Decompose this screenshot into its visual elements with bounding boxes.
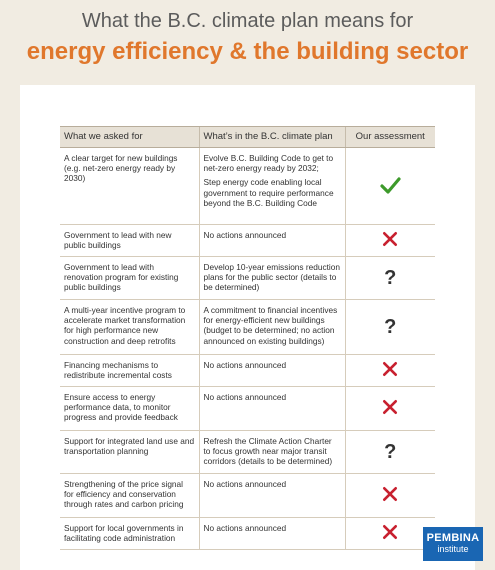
plan-text: Develop 10-year emissions reduction plan… [203, 262, 341, 293]
plan-text: No actions announced [203, 392, 287, 402]
question-mark-icon: ? [384, 267, 397, 289]
plan-text: A commitment to financial incentives for… [203, 305, 338, 346]
plan-text: No actions announced [203, 360, 287, 370]
table-row: Government to lead with new public build… [60, 224, 435, 257]
cross-icon [383, 400, 398, 415]
cross-icon [383, 232, 398, 247]
plan-text: Refresh the Climate Action Charter to fo… [203, 436, 333, 467]
table-row: A clear target for new buildings (e.g. n… [60, 147, 435, 225]
cross-icon [383, 362, 398, 377]
plan-text: No actions announced [203, 230, 287, 240]
plan-cell: Develop 10-year emissions reduction plan… [198, 256, 345, 300]
assessment-cell: ? [344, 430, 435, 474]
plan-cell: A commitment to financial incentives for… [198, 299, 345, 355]
plan-cell: No actions announced [198, 224, 345, 257]
cross-icon [383, 525, 398, 540]
table-row: Government to lead with renovation progr… [60, 256, 435, 300]
asked-cell: Government to lead with renovation progr… [60, 256, 199, 300]
plan-text-2: Step energy code enabling local governme… [203, 177, 334, 208]
plan-cell: No actions announced [198, 473, 345, 518]
plan-cell: Evolve B.C. Building Code to get to net-… [198, 147, 345, 225]
asked-cell: Ensure access to energy performance data… [60, 386, 199, 431]
assessment-cell [344, 147, 435, 225]
plan-cell: No actions announced [198, 386, 345, 431]
assessment-cell [344, 473, 435, 518]
asked-cell: Government to lead with new public build… [60, 224, 199, 257]
assessment-cell [344, 517, 435, 550]
question-mark-icon: ? [384, 316, 397, 338]
table-row: Support for integrated land use and tran… [60, 430, 435, 474]
title-line-1: What the B.C. climate plan means for [81, 10, 414, 32]
pembina-logo: PEMBINA institute [423, 527, 483, 561]
plan-text: No actions announced [203, 523, 287, 533]
table-header-row: What we asked for What’s in the B.C. cli… [60, 126, 435, 148]
asked-cell: A clear target for new buildings (e.g. n… [60, 147, 199, 225]
assessment-table: What we asked for What’s in the B.C. cli… [60, 126, 435, 550]
assessment-cell: ? [344, 256, 435, 300]
plan-text: Evolve B.C. Building Code to get to net-… [203, 153, 334, 174]
asked-cell: Support for integrated land use and tran… [60, 430, 199, 474]
plan-cell: No actions announced [198, 517, 345, 550]
asked-cell: Financing mechanisms to redistribute inc… [60, 354, 199, 387]
checkmark-icon [380, 177, 401, 194]
plan-cell: No actions announced [198, 354, 345, 387]
asked-cell: A multi-year incentive program to accele… [60, 299, 199, 355]
table-row: Support for local governments in facilit… [60, 517, 435, 550]
table-row: Financing mechanisms to redistribute inc… [60, 354, 435, 387]
asked-cell: Support for local governments in facilit… [60, 517, 199, 550]
question-mark-icon: ? [384, 441, 397, 463]
header-assessment: Our assessment [344, 126, 435, 148]
assessment-cell [344, 386, 435, 431]
assessment-cell: ? [344, 299, 435, 355]
table-row: A multi-year incentive program to accele… [60, 299, 435, 355]
logo-subtitle: institute [437, 544, 469, 554]
asked-cell: Strengthening of the price signal for ef… [60, 473, 199, 518]
assessment-cell [344, 224, 435, 257]
plan-cell: Refresh the Climate Action Charter to fo… [198, 430, 345, 474]
table-row: Strengthening of the price signal for ef… [60, 473, 435, 518]
assessment-cell [344, 354, 435, 387]
header-plan: What’s in the B.C. climate plan [198, 126, 345, 148]
plan-text: No actions announced [203, 479, 287, 489]
logo-name: PEMBINA [426, 532, 480, 544]
title-line-2: energy efficiency & the building sector [26, 38, 469, 65]
table-row: Ensure access to energy performance data… [60, 386, 435, 431]
header-asked: What we asked for [60, 126, 199, 148]
cross-icon [383, 487, 398, 502]
